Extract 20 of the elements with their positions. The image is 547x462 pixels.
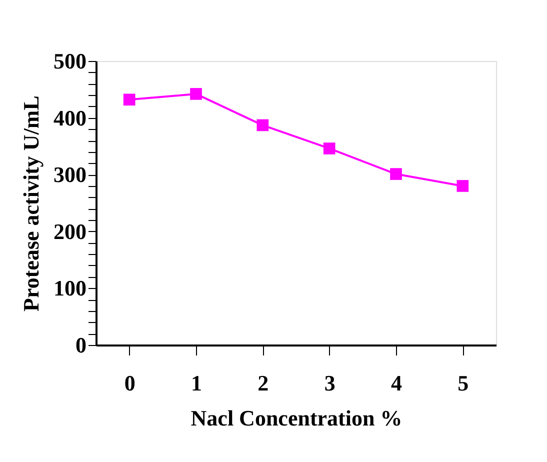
x-tick-label: 3 bbox=[324, 370, 336, 396]
y-tick-label: 0 bbox=[76, 332, 86, 358]
y-tick-label: 500 bbox=[54, 48, 86, 74]
point bbox=[123, 94, 136, 106]
point bbox=[456, 180, 469, 192]
x-tick-label: 4 bbox=[391, 370, 402, 396]
y-tick-label: 200 bbox=[54, 218, 86, 244]
y-axis-title: Protease activity U/mL bbox=[18, 96, 44, 312]
x-tick-label: 0 bbox=[124, 370, 136, 396]
point bbox=[390, 168, 402, 180]
y-tick-label: 300 bbox=[54, 162, 86, 188]
x-tick-label: 5 bbox=[458, 370, 469, 396]
point bbox=[190, 88, 202, 100]
y-tick-label: 100 bbox=[54, 276, 86, 301]
x-tick-label: 2 bbox=[258, 370, 269, 396]
point bbox=[256, 119, 269, 132]
y-tick-label: 400 bbox=[54, 105, 86, 130]
x-axis-title: Nacl Concentration % bbox=[190, 406, 402, 430]
x-tick-label: 1 bbox=[191, 370, 202, 396]
point bbox=[323, 142, 336, 154]
